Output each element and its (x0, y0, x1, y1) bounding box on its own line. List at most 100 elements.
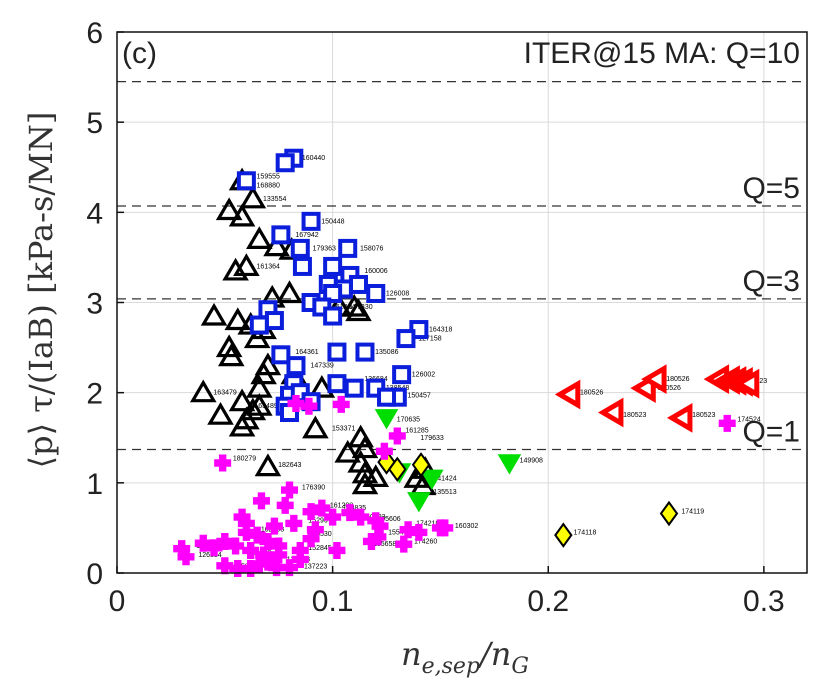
square-marker (292, 256, 312, 276)
triangle-up-marker (308, 374, 336, 398)
point-label: 158835 (343, 505, 366, 512)
plus-marker (395, 535, 413, 553)
point-label: 141424 (433, 475, 456, 482)
point-label: 155530 (308, 531, 331, 538)
y-tick-label: 2 (86, 378, 103, 411)
square-marker (323, 283, 343, 303)
point-label: 176390 (302, 484, 325, 491)
point-label: 155606 (377, 516, 400, 523)
plus-marker (216, 557, 234, 575)
plus-marker (410, 523, 428, 541)
point-label: 179633 (420, 435, 443, 442)
point-label: 126334 (198, 552, 221, 559)
triangle-up-marker (246, 226, 273, 249)
point-label: 158076 (360, 245, 383, 252)
plus-marker (328, 541, 346, 559)
plus-marker (177, 548, 195, 566)
square-marker (236, 171, 256, 191)
square-marker (327, 342, 347, 362)
point-label: 160302 (455, 523, 478, 530)
triangle-up-marker (217, 343, 245, 367)
x-tick-label: 0.3 (743, 585, 785, 618)
point-label: 161364 (257, 263, 280, 270)
point-label: 180526 (666, 376, 689, 383)
triangle-up-marker (239, 185, 267, 209)
point-label: 150448 (321, 218, 344, 225)
triangle-down-marker (374, 409, 399, 430)
point-label: 153371 (332, 426, 355, 433)
triangle-down-marker (407, 492, 431, 513)
reference-line-label: Q=5 (742, 172, 800, 205)
point-label: 149908 (520, 457, 543, 464)
point-label: 168880 (257, 182, 280, 189)
triangle-up-marker (228, 203, 256, 227)
triangle-up-marker (345, 298, 372, 322)
triangle-left-marker (733, 368, 760, 399)
triangle-up-marker (254, 453, 282, 477)
point-label: 150457 (407, 392, 430, 399)
point-label: 137223 (304, 564, 327, 571)
point-label: 135086 (375, 349, 398, 356)
plus-marker (285, 514, 303, 532)
triangle-up-marker (215, 334, 243, 358)
x-axis-label: ne,sep/nG (401, 635, 529, 679)
square-marker (271, 225, 291, 245)
reference-line-label: Q=3 (742, 265, 800, 298)
triangle-up-marker (276, 280, 303, 304)
y-tick-label: 5 (86, 107, 103, 140)
point-label: 160006 (364, 268, 387, 275)
point-label: 179363 (313, 245, 336, 252)
y-axis-label: ⟨p⟩ τ/(IaB) [kPa-s/MN] (22, 112, 60, 469)
reference-line-label: Q=1 (742, 415, 800, 448)
triangle-up-marker (222, 257, 249, 281)
point-label: 126008 (386, 290, 409, 297)
point-label: 164361 (295, 349, 318, 356)
diamond-marker (554, 522, 573, 548)
square-marker (323, 256, 343, 276)
gridlines (116, 31, 807, 574)
plus-marker (291, 550, 309, 568)
plus-marker (718, 414, 736, 432)
point-label: 174210 (416, 520, 439, 527)
plus-marker (302, 503, 320, 521)
point-label: 170635 (397, 417, 420, 424)
point-label: 167942 (295, 232, 318, 239)
point-label: 127158 (418, 336, 441, 343)
triangle-left-marker (597, 397, 624, 428)
reference-lines (117, 80, 807, 451)
point-label: 159555 (257, 173, 280, 180)
triangle-left-marker (641, 364, 667, 394)
square-marker (366, 283, 386, 303)
plus-marker (268, 559, 286, 577)
x-tick-label: 0.2 (527, 585, 569, 618)
plus-marker (227, 537, 245, 555)
square-marker (275, 153, 295, 173)
point-label: 174260 (414, 538, 437, 545)
plus-marker (214, 454, 232, 472)
point-label: 180279 (233, 455, 256, 462)
point-label: 135513 (433, 489, 456, 496)
square-marker (327, 374, 347, 394)
point-label: 164318 (429, 327, 452, 334)
triangle-up-marker (263, 233, 290, 257)
plus-marker (281, 481, 298, 499)
triangle-up-marker (334, 439, 362, 463)
x-axis-label-part: n (401, 635, 422, 673)
plus-marker (352, 508, 370, 526)
point-label: 152845 (308, 545, 331, 552)
square-marker (323, 306, 343, 326)
triangle-left-marker (554, 379, 581, 410)
diamond-marker (388, 456, 407, 483)
reference-line-labels: Q=5 Q=3 Q=1 (742, 172, 800, 448)
scenario-label: ITER@15 MA: Q=10 (524, 37, 800, 70)
plus-marker (242, 541, 260, 559)
tick-labels: 0 0.1 0.2 0.3 0 1 2 3 4 5 6 (86, 17, 784, 618)
plus-marker (233, 508, 251, 526)
triangle-up-marker (233, 253, 260, 277)
triangle-up-marker (207, 402, 234, 425)
square-marker (349, 274, 368, 294)
square-marker (377, 387, 397, 407)
plus-marker (229, 559, 247, 577)
point-label: 174524 (737, 417, 760, 424)
